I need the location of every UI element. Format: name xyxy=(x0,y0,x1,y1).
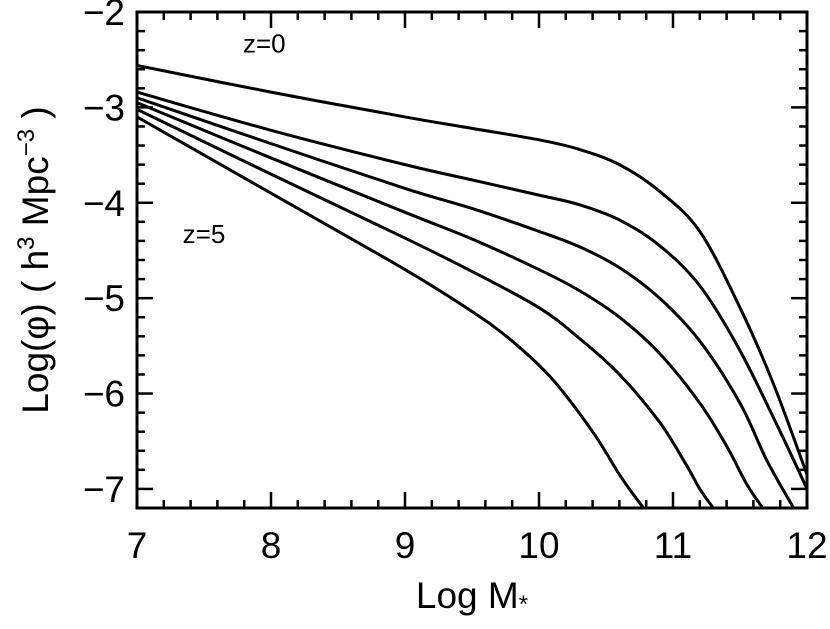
x-axis-title: Log M* xyxy=(416,575,528,618)
annotations: z=0 z=5 xyxy=(183,28,286,249)
y-tick-label: −3 xyxy=(83,87,125,128)
annotation-label: z=5 xyxy=(183,219,226,249)
series-lines xyxy=(137,63,807,508)
x-tick-label: 8 xyxy=(261,525,282,566)
y-tick-label: −4 xyxy=(83,183,125,224)
y-tick-labels: −7 −6 −5 −4 −3 −2 xyxy=(83,0,125,510)
x-tick-label: 9 xyxy=(395,525,416,566)
series-line-1 xyxy=(137,90,807,491)
series-line-3 xyxy=(137,101,765,508)
x-tick-label: 10 xyxy=(518,525,559,566)
series-line-4 xyxy=(137,107,715,508)
annotation-label: z=0 xyxy=(243,28,286,58)
y-tick-label: −5 xyxy=(83,278,125,319)
y-tick-label: −7 xyxy=(83,469,125,510)
x-tick-labels: 7 8 9 10 11 12 xyxy=(127,525,828,566)
x-tick-label: 7 xyxy=(127,525,148,566)
series-line-5 xyxy=(137,115,646,508)
series-line-0 xyxy=(137,63,807,477)
plot-frame xyxy=(135,10,809,510)
series-line-2 xyxy=(137,96,796,508)
y-axis-title: Log(φ) ( h3 Mpc−3 ) xyxy=(13,106,56,413)
y-tick-label: −2 xyxy=(83,0,125,33)
y-tick-label: −6 xyxy=(83,374,125,415)
x-tick-label: 11 xyxy=(654,525,692,566)
x-tick-label: 12 xyxy=(786,525,827,566)
